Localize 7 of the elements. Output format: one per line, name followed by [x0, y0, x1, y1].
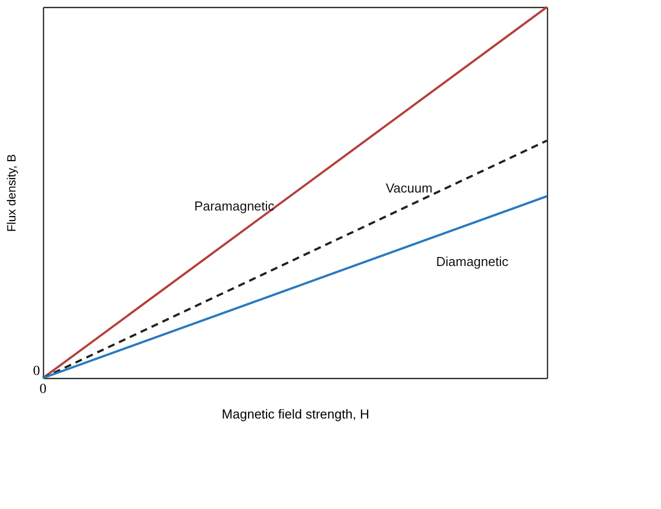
series-label: Paramagnetic: [194, 198, 275, 214]
annotation: 0: [33, 364, 40, 379]
series-label: Diamagnetic: [436, 254, 509, 270]
x-axis-title: Magnetic field strength, H: [222, 406, 370, 422]
text: 0: [40, 382, 46, 397]
y-axis-title: Flux density, B: [4, 154, 18, 232]
series-label: Vacuum: [386, 180, 432, 196]
